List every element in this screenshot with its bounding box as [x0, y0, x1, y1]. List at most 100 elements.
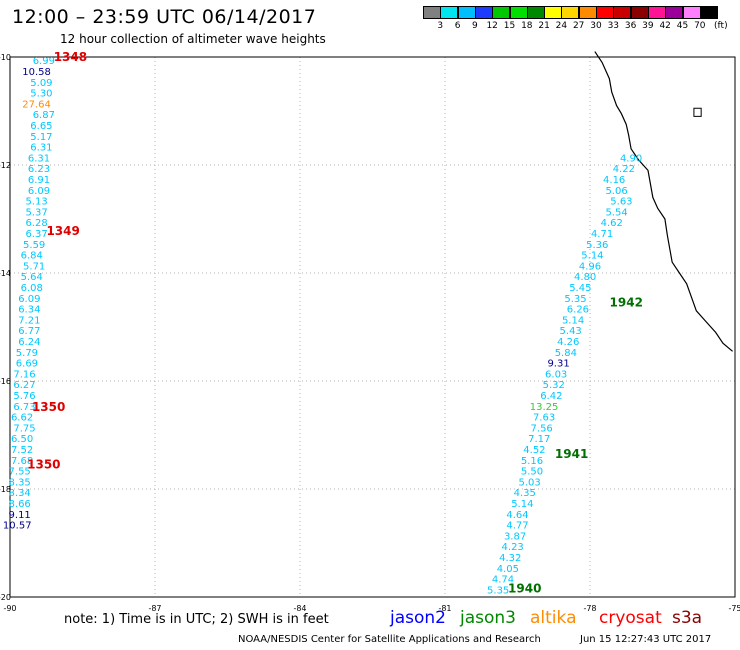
- wave-height-value: 6.99: [33, 56, 55, 67]
- wave-height-value: 5.14: [562, 315, 584, 326]
- wave-height-value: 7.55: [9, 467, 31, 478]
- wave-height-value: 9.11: [9, 510, 31, 521]
- colorbar-label: 27: [572, 21, 585, 31]
- lon-tick-label: -81: [438, 604, 451, 613]
- wave-height-value: 4.05: [497, 564, 519, 575]
- satellite-jason3: jason3: [460, 608, 516, 628]
- wave-height-value: 7.56: [531, 423, 553, 434]
- colorbar-label: 30: [590, 21, 602, 31]
- wave-height-value: 4.64: [506, 510, 528, 521]
- lon-tick-label: -84: [293, 604, 306, 613]
- wave-height-value: 6.23: [28, 164, 50, 175]
- wave-height-value: 6.26: [567, 305, 589, 316]
- wave-height-value: 6.24: [18, 337, 40, 348]
- wave-height-value: 6.34: [18, 305, 40, 316]
- wave-height-value: 6.65: [30, 121, 52, 132]
- colorbar-label: 15: [503, 21, 516, 31]
- lat-tick-label: -16: [0, 377, 11, 386]
- wave-height-value: 5.50: [521, 467, 543, 478]
- wave-height-value: 8.66: [9, 499, 31, 510]
- wave-height-value: 5.14: [511, 499, 533, 510]
- coastline-path: [594, 51, 733, 352]
- colorbar-label: 3: [437, 21, 444, 31]
- wave-height-value: 4.32: [499, 553, 521, 564]
- lat-tick-label: -18: [0, 485, 11, 494]
- wave-height-value: 6.50: [11, 434, 33, 445]
- wave-height-value: 4.74: [492, 575, 514, 586]
- wave-height-value: 4.35: [514, 488, 536, 499]
- wave-height-value: 5.64: [21, 272, 43, 283]
- wave-height-value: 7.21: [18, 315, 40, 326]
- wave-height-value: 5.14: [581, 251, 603, 262]
- wave-height-value: 4.62: [601, 218, 623, 229]
- pass-time-label: 1941: [555, 447, 588, 461]
- credit-line: NOAA/NESDIS Center for Satellite Applica…: [238, 634, 541, 645]
- satellite-s3a: s3a: [672, 608, 703, 628]
- wave-height-value: 10.57: [3, 521, 32, 532]
- wave-height-value: 6.31: [30, 143, 52, 154]
- wave-height-value: 5.84: [555, 348, 577, 359]
- wave-height-value: 5.79: [16, 348, 38, 359]
- wave-height-value: 13.25: [530, 402, 559, 413]
- wave-height-value: 27.64: [22, 99, 51, 110]
- wave-height-value: 7.17: [528, 434, 550, 445]
- wave-height-value: 8.35: [9, 477, 31, 488]
- wave-height-value: 7.52: [11, 445, 33, 456]
- wave-height-value: 6.62: [11, 413, 33, 424]
- lon-tick-label: -87: [148, 604, 161, 613]
- wave-height-value: 6.27: [13, 380, 35, 391]
- colorbar-label: 33: [607, 21, 620, 31]
- wave-height-value: 4.22: [613, 164, 635, 175]
- wave-height-value: 7.75: [13, 423, 35, 434]
- wave-height-value: 6.28: [25, 218, 47, 229]
- pass-time-label: 1349: [46, 224, 79, 238]
- pass-time-label: 1942: [610, 296, 643, 310]
- colorbar-label: 39: [642, 21, 654, 31]
- wave-height-value: 5.13: [25, 197, 47, 208]
- wave-height-value: 5.35: [487, 585, 509, 596]
- wave-height-value: 6.73: [13, 402, 35, 413]
- wave-height-value: 5.76: [13, 391, 35, 402]
- wave-height-value: 7.68: [11, 456, 33, 467]
- pass-time-label: 1940: [508, 581, 541, 595]
- colorbar-label: 70: [694, 21, 706, 31]
- wave-height-value: 5.43: [560, 326, 582, 337]
- wave-height-value: 6.08: [21, 283, 43, 294]
- wave-height-value: 5.32: [543, 380, 565, 391]
- lon-tick-label: -90: [3, 604, 16, 613]
- wave-height-value: 4.80: [574, 272, 596, 283]
- wave-height-value: 5.09: [30, 78, 52, 89]
- wave-height-value: 6.77: [18, 326, 40, 337]
- wave-height-value: 5.03: [518, 477, 540, 488]
- map-subtitle: 12 hour collection of altimeter wave hei…: [60, 32, 326, 46]
- wave-height-value: 6.31: [28, 153, 50, 164]
- lat-tick-label: -14: [0, 269, 11, 278]
- wave-height-value: 5.54: [605, 207, 627, 218]
- lat-tick-label: -20: [0, 593, 11, 602]
- satellite-altika: altika: [530, 608, 577, 628]
- wave-height-value: 5.45: [569, 283, 591, 294]
- inland-lake: [693, 107, 702, 117]
- wave-height-value: 6.09: [18, 294, 40, 305]
- colorbar-unit: (ft): [714, 21, 728, 31]
- wave-height-value: 5.35: [564, 294, 586, 305]
- wave-height-value: 8.34: [9, 488, 31, 499]
- wave-height-value: 6.87: [33, 110, 55, 121]
- wave-height-value: 10.58: [22, 67, 51, 78]
- lon-tick-label: -75: [728, 604, 740, 613]
- wave-height-value: 6.91: [28, 175, 50, 186]
- colorbar-label: 9: [472, 21, 478, 31]
- wave-height-value: 4.90: [620, 153, 642, 164]
- wave-height-value: 9.31: [547, 359, 569, 370]
- wave-height-value: 4.52: [523, 445, 545, 456]
- wave-height-value: 6.09: [28, 186, 50, 197]
- wave-height-value: 5.63: [610, 197, 632, 208]
- satellite-cryosat: cryosat: [599, 608, 662, 628]
- colorbar-label: 6: [454, 21, 461, 31]
- wave-height-value: 5.30: [30, 89, 52, 100]
- colorbar-label: 42: [659, 21, 671, 31]
- wave-height-value: 4.16: [603, 175, 625, 186]
- coastline: [594, 51, 733, 352]
- colorbar-label: 36: [624, 21, 637, 31]
